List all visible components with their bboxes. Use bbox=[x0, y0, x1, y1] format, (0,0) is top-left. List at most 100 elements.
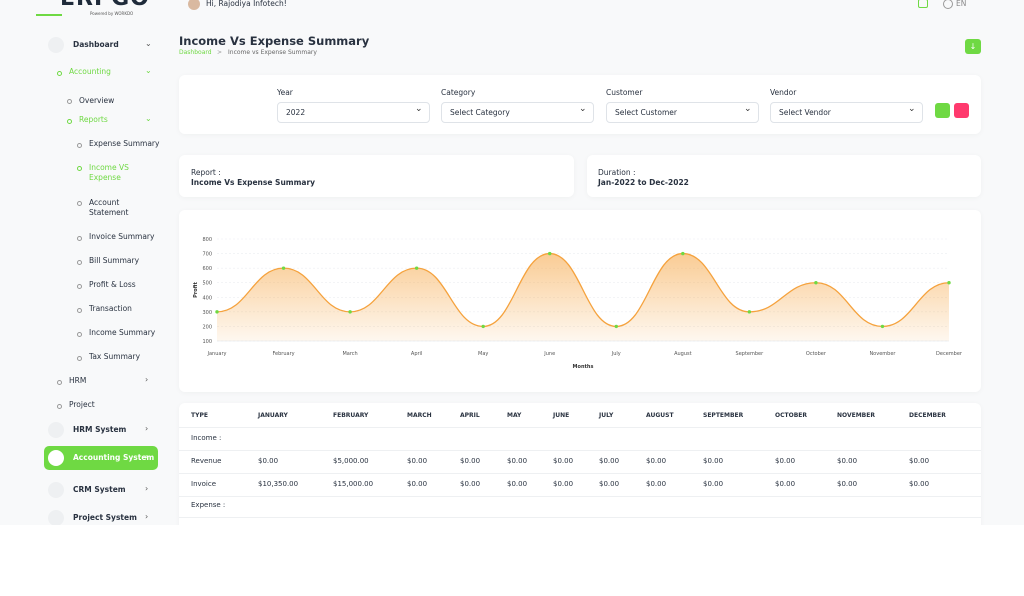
sidebar-bullet bbox=[77, 260, 82, 265]
sidebar-chevron[interactable]: › bbox=[145, 452, 148, 461]
sidebar-bullet bbox=[77, 332, 82, 337]
table-cell: $0.00 bbox=[646, 457, 666, 465]
y-tick-label: 200 bbox=[202, 324, 212, 330]
x-tick-label: February bbox=[272, 351, 294, 357]
sidebar-item[interactable]: CRM System bbox=[73, 485, 126, 494]
sidebar-item[interactable]: Bill Summary bbox=[89, 256, 139, 265]
header-divider bbox=[179, 427, 981, 428]
x-tick-label: September bbox=[736, 351, 765, 357]
x-axis-label: Months bbox=[573, 364, 594, 370]
sidebar-chevron[interactable]: › bbox=[145, 375, 148, 384]
sidebar-item[interactable]: Expense Summary bbox=[89, 139, 159, 148]
table-header: SEPTEMBER bbox=[703, 412, 743, 419]
x-tick-label: May bbox=[478, 351, 488, 357]
table-cell: $0.00 bbox=[460, 457, 480, 465]
sidebar-item[interactable]: Reports bbox=[79, 115, 108, 124]
sidebar-chevron[interactable]: › bbox=[145, 424, 148, 433]
sidebar-icon bbox=[48, 510, 64, 525]
table-cell: $0.00 bbox=[599, 457, 619, 465]
sidebar-item[interactable]: Invoice Summary bbox=[89, 232, 154, 241]
table-cell: $5,000.00 bbox=[333, 457, 369, 465]
sidebar-chevron[interactable]: › bbox=[145, 512, 148, 521]
sidebar-item[interactable]: Accounting bbox=[69, 67, 111, 76]
sidebar-chevron[interactable]: ⌄ bbox=[145, 66, 152, 75]
y-tick-label: 800 bbox=[202, 237, 212, 243]
table-cell: Expense : bbox=[191, 501, 225, 509]
data-point bbox=[548, 252, 551, 255]
data-point bbox=[881, 325, 884, 328]
x-tick-label: August bbox=[674, 351, 692, 357]
table-cell: $0.00 bbox=[909, 457, 929, 465]
table-header: MARCH bbox=[407, 412, 432, 419]
sidebar-item[interactable]: Project System bbox=[73, 513, 137, 522]
table-cell: $0.00 bbox=[775, 480, 795, 488]
sidebar-item[interactable]: Dashboard bbox=[73, 40, 119, 49]
sidebar-item[interactable]: Account Statement bbox=[89, 198, 135, 218]
data-point bbox=[947, 281, 950, 284]
data-point bbox=[748, 310, 751, 313]
sidebar-bullet bbox=[57, 380, 62, 385]
sidebar-bullet bbox=[77, 166, 82, 171]
table-cell: $0.00 bbox=[703, 480, 723, 488]
x-tick-label: December bbox=[936, 351, 963, 357]
sidebar-item[interactable]: HRM System bbox=[73, 425, 126, 434]
table-cell: $0.00 bbox=[507, 480, 527, 488]
table-cell: $0.00 bbox=[553, 480, 573, 488]
data-point bbox=[615, 325, 618, 328]
x-tick-label: March bbox=[342, 351, 357, 357]
table-cell: $10,350.00 bbox=[258, 480, 298, 488]
sidebar-chevron[interactable]: › bbox=[145, 484, 148, 493]
sidebar-item[interactable]: Income VS Expense bbox=[89, 163, 135, 183]
sidebar-icon bbox=[48, 482, 64, 498]
table-cell: $0.00 bbox=[909, 480, 929, 488]
sidebar-icon bbox=[48, 422, 64, 438]
table-header: JUNE bbox=[553, 412, 569, 419]
table-cell: $0.00 bbox=[460, 480, 480, 488]
sidebar-chevron[interactable]: ⌄ bbox=[145, 39, 152, 48]
table-cell: $0.00 bbox=[775, 457, 795, 465]
table-cell: $0.00 bbox=[258, 457, 278, 465]
sidebar-item[interactable]: Overview bbox=[79, 96, 125, 106]
x-tick-label: October bbox=[806, 351, 827, 357]
y-axis-label: Profit bbox=[193, 282, 199, 298]
table-cell: $0.00 bbox=[646, 480, 666, 488]
data-point bbox=[681, 252, 684, 255]
sidebar-bullet bbox=[77, 236, 82, 241]
table-header: OCTOBER bbox=[775, 412, 807, 419]
sidebar-icon bbox=[48, 450, 64, 466]
sidebar-bullet bbox=[67, 119, 72, 124]
row-divider bbox=[179, 517, 981, 518]
x-tick-label: January bbox=[207, 351, 227, 357]
sidebar-item[interactable]: Accounting System bbox=[73, 453, 154, 462]
data-point bbox=[415, 266, 418, 269]
table-header: TYPE bbox=[191, 412, 208, 419]
sidebar-bullet bbox=[77, 284, 82, 289]
sidebar-item[interactable]: Tax Summary bbox=[89, 352, 140, 361]
y-tick-label: 400 bbox=[202, 295, 212, 301]
sidebar-bullet bbox=[77, 308, 82, 313]
sidebar-item[interactable]: Income Summary bbox=[89, 328, 155, 337]
sidebar-item[interactable]: Project bbox=[69, 400, 95, 409]
x-tick-label: July bbox=[611, 351, 621, 357]
sidebar-item[interactable]: HRM bbox=[69, 376, 86, 385]
y-tick-label: 300 bbox=[202, 310, 212, 316]
table-cell: $0.00 bbox=[507, 457, 527, 465]
sidebar-item[interactable]: Profit & Loss bbox=[89, 280, 136, 289]
table-cell: $0.00 bbox=[703, 457, 723, 465]
data-point bbox=[814, 281, 817, 284]
sidebar-chevron[interactable]: ⌄ bbox=[145, 114, 152, 123]
table-card: TYPEJANUARYFEBRUARYMARCHAPRILMAYJUNEJULY… bbox=[179, 403, 981, 525]
table-cell: $0.00 bbox=[599, 480, 619, 488]
sidebar-bullet bbox=[67, 99, 72, 104]
sidebar-item[interactable]: Transaction bbox=[89, 304, 132, 313]
row-divider bbox=[179, 473, 981, 474]
x-tick-label: June bbox=[543, 351, 555, 357]
y-tick-label: 100 bbox=[202, 339, 212, 345]
table-header: FEBRUARY bbox=[333, 412, 368, 419]
sidebar-bullet bbox=[77, 201, 82, 206]
table-cell: $0.00 bbox=[553, 457, 573, 465]
x-tick-label: November bbox=[869, 351, 896, 357]
sidebar-bullet bbox=[77, 143, 82, 148]
sidebar-bullet bbox=[57, 404, 62, 409]
sidebar-icon bbox=[48, 37, 64, 53]
